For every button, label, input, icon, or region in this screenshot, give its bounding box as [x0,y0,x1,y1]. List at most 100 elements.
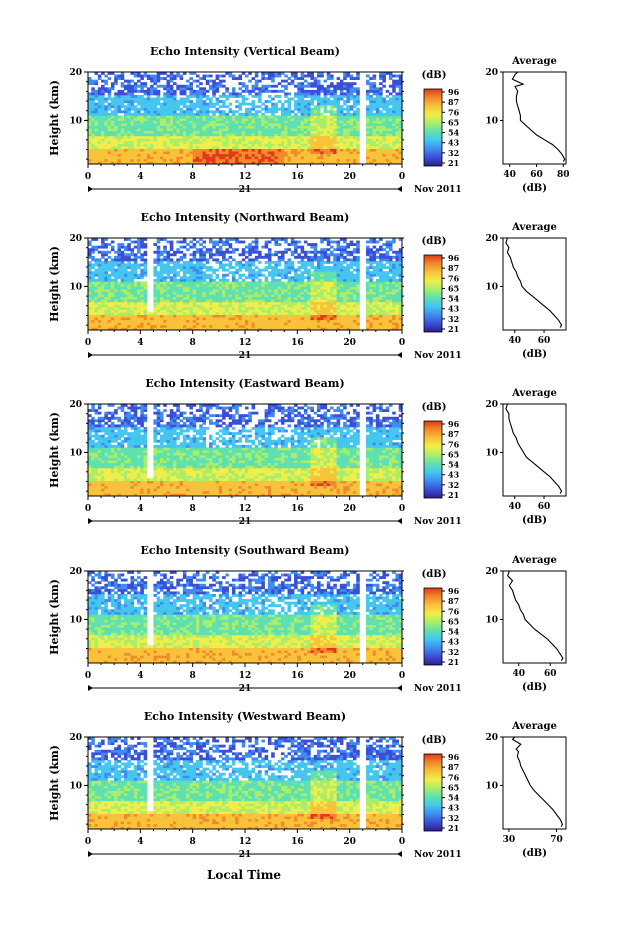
x-tick-label: 4 [137,671,143,681]
y-tick-label: 10 [69,781,82,791]
date-bar-arrow-right [397,352,402,358]
colorbar-tick-label: 76 [448,439,460,449]
colorbar-tick-label: 87 [448,97,459,107]
x-tick-label: 16 [291,172,304,182]
y-axis-label: Height (km) [48,412,61,488]
x-tick-label: 0 [399,338,405,348]
colorbar [423,753,443,832]
x-tick-label: 12 [239,504,252,514]
average-frame [502,403,567,497]
panel-title: Echo Intensity (Northward Beam) [141,211,350,224]
colorbar-tick-label: 21 [448,490,459,500]
x-tick-label: 4 [137,338,143,348]
colorbar-tick-label: 65 [448,782,459,792]
average-x-label: (dB) [522,183,547,194]
colorbar-tick-label: 96 [448,87,460,97]
colorbar-unit: (dB) [422,402,447,413]
average-profile-line [505,403,563,494]
colorbar-tick-label: 43 [448,470,460,480]
panel-title: Echo Intensity (Vertical Beam) [150,45,340,58]
colorbar-tick-label: 87 [448,762,459,772]
colorbar-tick-label: 96 [448,586,460,596]
y-axis-label: Height (km) [48,579,61,655]
y-axis-label: Height (km) [48,80,61,156]
colorbar-tick-label: 65 [448,449,459,459]
average-x-label: (dB) [522,349,547,360]
avg-x-tick-label: 40 [503,170,516,180]
avg-x-tick-label: 60 [538,502,551,512]
average-frame [502,71,567,165]
colorbar [423,254,443,333]
average-profile-line [507,570,564,661]
y-axis-label: Height (km) [48,246,61,322]
heatmap-cells [88,571,403,664]
average-title: Average [511,56,557,67]
panel-title: Echo Intensity (Eastward Beam) [145,377,344,390]
colorbar-tick-label: 32 [448,480,459,490]
colorbar-tick-label: 43 [448,304,460,314]
x-tick-label: 8 [190,837,196,847]
colorbar-tick-label: 32 [448,148,459,158]
x-axis-label: Local Time [207,868,281,882]
echo-panel-4: Echo Intensity (Southward Beam) 20 10 Heigh… [48,544,567,694]
month-label: Nov 2011 [414,517,462,527]
avg-y-tick-label: 10 [485,282,498,292]
x-tick-label: 0 [399,172,405,182]
x-tick-label: 4 [137,837,143,847]
date-bar-arrow-right [397,685,402,691]
avg-x-tick-label: 40 [508,502,521,512]
avg-x-tick-label: 70 [550,835,563,845]
colorbar-tick-label: 76 [448,273,460,283]
colorbar-tick-label: 96 [448,752,460,762]
colorbar-tick-label: 87 [448,263,459,273]
x-tick-label: 16 [291,671,304,681]
x-tick-label: 12 [239,671,252,681]
month-label: Nov 2011 [414,351,462,361]
x-tick-label: 12 [239,172,252,182]
average-profile-line [505,237,563,328]
x-tick-label: 20 [343,504,356,514]
x-tick-label: 16 [291,504,304,514]
date-bar-arrow-right [397,518,402,524]
heatmap-cells [88,238,403,331]
avg-y-tick-label: 10 [485,615,498,625]
avg-y-tick-label: 10 [485,781,498,791]
average-frame [502,237,567,331]
colorbar-tick-label: 32 [448,314,459,324]
colorbar-tick-label: 54 [448,294,460,304]
date-label: 21 [239,684,252,694]
y-tick-label: 20 [69,68,82,78]
heatmap-cells [88,72,403,165]
colorbar-tick-label: 76 [448,772,460,782]
average-x-label: (dB) [522,848,547,859]
echo-panel-3: Echo Intensity (Eastward Beam) 20 10 Height… [48,377,567,527]
date-bar-arrow-left [88,685,93,691]
colorbar-tick-label: 54 [448,128,460,138]
x-tick-label: 8 [190,172,196,182]
y-axis-label: Height (km) [48,745,61,821]
avg-y-tick-label: 20 [485,733,498,743]
date-label: 21 [239,185,252,195]
echo-panel-5: Echo Intensity (Westward Beam) 20 10 Height… [48,710,567,860]
x-tick-label: 4 [137,172,143,182]
avg-y-tick-label: 10 [485,116,498,126]
colorbar-tick-label: 54 [448,793,460,803]
colorbar-tick-label: 43 [448,138,460,148]
colorbar-tick-label: 21 [448,823,459,833]
avg-y-tick-label: 20 [485,234,498,244]
average-x-label: (dB) [522,682,547,693]
colorbar-tick-label: 76 [448,107,460,117]
colorbar-tick-label: 87 [448,429,459,439]
average-title: Average [511,388,557,399]
avg-x-tick-label: 60 [538,336,551,346]
average-profile-line [511,71,566,162]
colorbar-tick-label: 65 [448,616,459,626]
colorbar-tick-label: 76 [448,606,460,616]
x-tick-label: 8 [190,338,196,348]
colorbar [423,587,443,666]
colorbar-unit: (dB) [422,569,447,580]
colorbar-unit: (dB) [422,236,447,247]
colorbar-tick-label: 96 [448,253,460,263]
date-label: 21 [239,517,252,527]
y-tick-label: 10 [69,448,82,458]
